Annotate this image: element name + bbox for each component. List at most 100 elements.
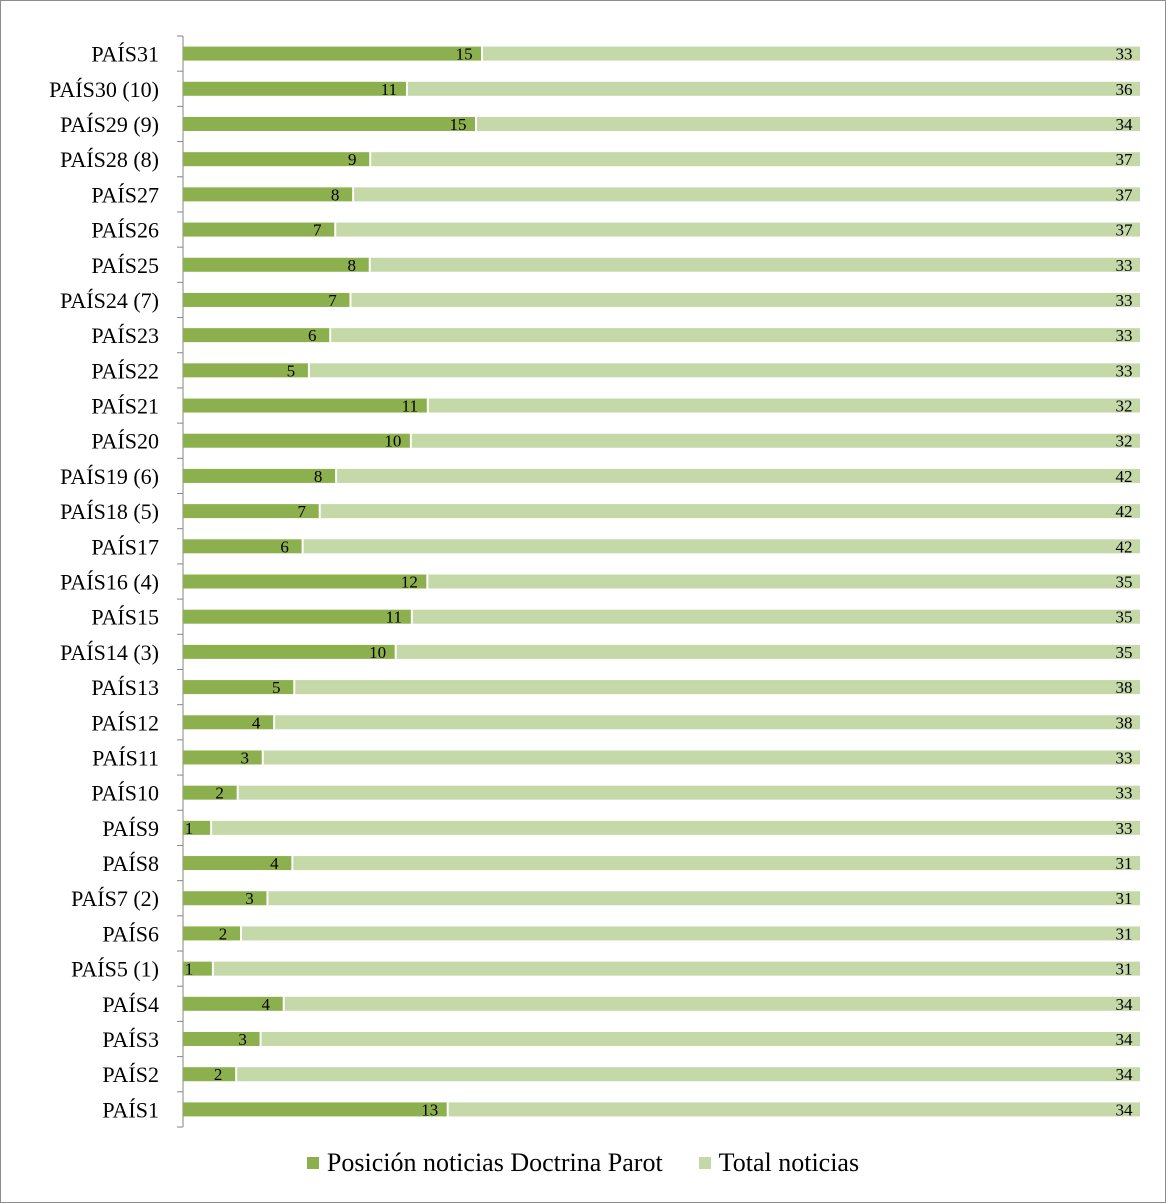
bar-separator	[236, 785, 239, 800]
category-label: PAÍS16 (4)	[60, 570, 159, 595]
bar-separator	[410, 609, 413, 624]
bar-series-2	[410, 433, 1140, 448]
legend-label-series-2: Total noticias	[718, 1148, 860, 1177]
bar-series-2	[335, 222, 1140, 237]
bar-series-1	[183, 785, 238, 800]
data-label-series-2: 34	[1116, 1100, 1134, 1119]
data-label-series-2: 36	[1116, 80, 1133, 99]
bar-series-2	[211, 820, 1140, 835]
data-label-series-1: 3	[238, 1030, 247, 1049]
bar-separator	[211, 961, 214, 976]
bar-series-2	[427, 398, 1140, 413]
bar-series-2	[330, 328, 1140, 343]
data-label-series-1: 6	[308, 326, 317, 345]
bar-series-2	[294, 680, 1141, 695]
bar-series-2	[447, 1102, 1140, 1117]
data-label-series-2: 35	[1116, 643, 1133, 662]
data-label-series-2: 33	[1116, 256, 1133, 275]
data-label-series-2: 35	[1116, 573, 1133, 592]
data-label-series-2: 32	[1116, 432, 1133, 451]
bar-separator	[426, 398, 429, 413]
bar-series-2	[353, 187, 1141, 202]
category-label: PAÍS20	[91, 429, 159, 454]
category-label: PAÍS15	[91, 605, 159, 630]
bar-series-1	[183, 644, 396, 659]
bar-separator	[474, 116, 477, 131]
bar-separator	[266, 891, 269, 906]
bar-series-2	[475, 116, 1140, 131]
data-label-series-2: 31	[1116, 889, 1133, 908]
category-label: PAÍS21	[91, 394, 159, 419]
bar-series-1	[183, 187, 354, 202]
bar-separator	[235, 1067, 238, 1082]
legend: Posición noticias Doctrina Parot Total n…	[0, 1148, 1166, 1178]
bar-series-1	[183, 116, 476, 131]
bar-separator	[273, 715, 276, 730]
bar-series-1	[183, 680, 295, 695]
bar-series-2	[369, 257, 1141, 272]
data-label-series-2: 34	[1116, 1065, 1134, 1084]
bar-series-2	[336, 468, 1140, 483]
legend-label-series-1: Posición noticias Doctrina Parot	[326, 1148, 663, 1177]
category-label: PAÍS31	[91, 42, 159, 67]
bar-series-1	[183, 539, 303, 554]
bar-series-2	[482, 46, 1140, 61]
category-label: PAÍS6	[102, 921, 159, 946]
category-label: PAÍS17	[91, 534, 159, 559]
bar-series-1	[183, 996, 284, 1011]
data-label-series-2: 38	[1116, 713, 1133, 732]
bar-series-1	[183, 961, 213, 976]
category-label: PAÍS4	[102, 992, 159, 1017]
bar-series-2	[212, 961, 1140, 976]
bar-series-2	[241, 926, 1140, 941]
category-label: PAÍS18 (5)	[60, 499, 159, 524]
category-label: PAÍS25	[91, 253, 159, 278]
data-label-series-1: 2	[214, 1065, 223, 1084]
bar-series-2	[283, 996, 1141, 1011]
data-label-series-2: 32	[1116, 397, 1133, 416]
bar-series-1	[183, 46, 483, 61]
bar-series-1	[183, 574, 428, 589]
data-label-series-1: 8	[314, 467, 323, 486]
data-label-series-1: 9	[348, 150, 357, 169]
data-label-series-1: 11	[386, 608, 402, 627]
category-label: PAÍS23	[91, 323, 159, 348]
category-label: PAÍS22	[91, 358, 159, 383]
bar-separator	[261, 750, 264, 765]
data-label-series-1: 12	[401, 573, 418, 592]
data-label-series-2: 37	[1116, 221, 1134, 240]
category-label: PAÍS14 (3)	[60, 640, 159, 665]
data-label-series-1: 3	[245, 889, 254, 908]
data-label-series-2: 31	[1116, 854, 1133, 873]
category-label: PAÍS8	[102, 851, 159, 876]
category-label: PAÍS2	[102, 1062, 159, 1087]
bar-series-2	[319, 504, 1140, 519]
category-label: PAÍS24 (7)	[60, 288, 159, 313]
bar-series-1	[183, 820, 212, 835]
data-label-series-2: 33	[1116, 45, 1133, 64]
category-label: PAÍS7 (2)	[71, 886, 159, 911]
bar-series-2	[427, 574, 1140, 589]
data-label-series-1: 10	[369, 643, 386, 662]
data-label-series-2: 42	[1116, 502, 1133, 521]
bar-series-2	[308, 363, 1141, 378]
bar-series-2	[237, 785, 1140, 800]
bar-series-2	[370, 152, 1140, 167]
category-label: PAÍS5 (1)	[71, 957, 159, 982]
bar-series-1	[183, 891, 268, 906]
bar-series-2	[236, 1067, 1140, 1082]
bar-series-1	[183, 1032, 261, 1047]
bar-series-2	[260, 1032, 1140, 1047]
data-label-series-1: 1	[185, 819, 194, 838]
data-label-series-1: 2	[215, 784, 224, 803]
bar-separator	[210, 820, 213, 835]
data-label-series-1: 4	[261, 995, 270, 1014]
data-label-series-1: 2	[219, 924, 228, 943]
bar-separator	[352, 187, 355, 202]
category-label: PAÍS3	[102, 1027, 159, 1052]
bar-series-1	[183, 1067, 237, 1082]
bar-separator	[335, 468, 338, 483]
data-label-series-1: 5	[287, 361, 296, 380]
bar-separator	[293, 680, 296, 695]
legend-item-series-1: Posición noticias Doctrina Parot	[306, 1148, 663, 1178]
